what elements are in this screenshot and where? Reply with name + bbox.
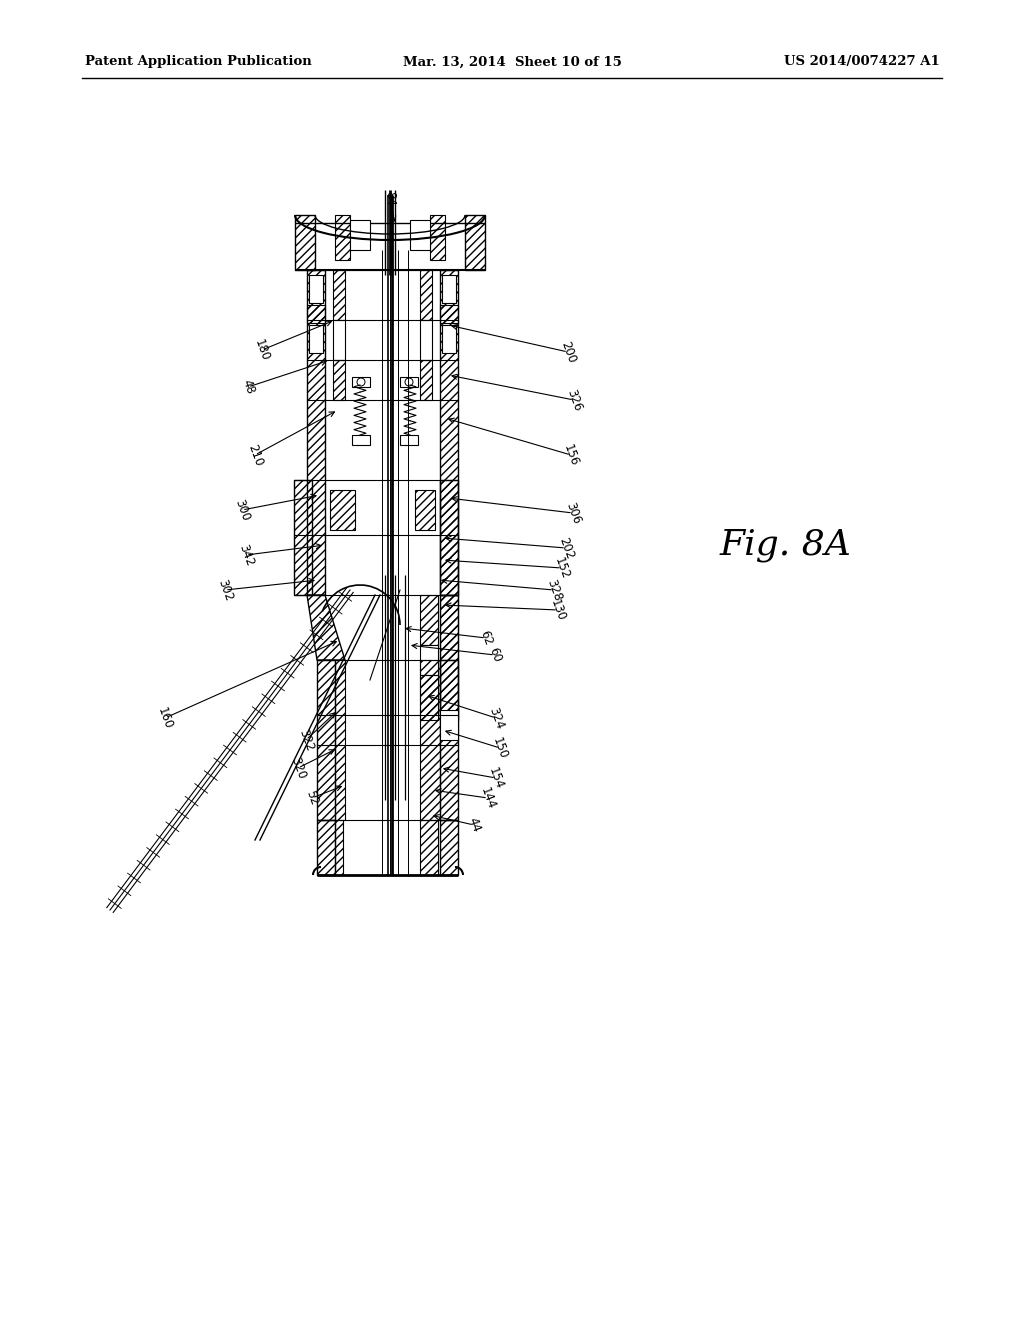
Bar (420, 675, 438, 719)
Text: 200: 200 (558, 339, 578, 364)
Bar (440, 660, 458, 820)
Bar (317, 660, 335, 820)
Bar (420, 645, 438, 675)
Text: 130: 130 (548, 598, 568, 623)
Bar (420, 820, 438, 875)
Bar (352, 436, 370, 445)
Bar (465, 215, 485, 271)
Text: 156: 156 (561, 442, 581, 467)
Text: Mar. 13, 2014  Sheet 10 of 15: Mar. 13, 2014 Sheet 10 of 15 (402, 55, 622, 69)
Bar (420, 271, 432, 319)
Text: 62: 62 (477, 628, 495, 647)
Bar (335, 820, 343, 875)
Text: 328: 328 (544, 577, 564, 603)
Bar (333, 271, 345, 319)
Bar (440, 271, 458, 595)
Text: 180: 180 (252, 338, 272, 363)
Text: 44: 44 (465, 816, 482, 834)
Bar (309, 275, 323, 304)
Text: 150: 150 (490, 735, 510, 760)
Bar (440, 710, 458, 741)
Bar (307, 305, 325, 323)
Bar (440, 480, 458, 595)
Bar (420, 595, 438, 645)
Bar (440, 595, 458, 719)
Text: 160: 160 (155, 705, 175, 731)
Text: 320: 320 (288, 755, 308, 780)
Bar (415, 490, 435, 531)
Bar (442, 275, 456, 304)
Text: 322: 322 (296, 727, 316, 752)
Bar (309, 325, 323, 352)
Bar (294, 480, 312, 595)
Bar (335, 660, 345, 820)
Text: 306: 306 (563, 500, 583, 525)
Text: 154: 154 (486, 766, 506, 791)
Text: 342: 342 (237, 543, 256, 568)
Bar (440, 820, 458, 875)
Bar (400, 378, 418, 387)
Text: 324: 324 (486, 705, 506, 731)
Text: 152: 152 (552, 556, 572, 581)
Text: 302: 302 (215, 577, 234, 603)
Text: Fig. 8A: Fig. 8A (720, 528, 852, 562)
Text: 202: 202 (556, 536, 575, 561)
Bar (307, 271, 325, 595)
Bar (400, 436, 418, 445)
Text: 52: 52 (303, 789, 321, 808)
Bar (420, 660, 440, 820)
Bar (420, 319, 432, 360)
Bar (440, 595, 458, 660)
Bar (410, 220, 430, 249)
Text: 60: 60 (486, 645, 504, 664)
Text: 210: 210 (245, 442, 265, 467)
Bar (335, 215, 350, 260)
Text: US 2014/0074227 A1: US 2014/0074227 A1 (784, 55, 940, 69)
Bar (330, 490, 355, 531)
Text: 144: 144 (478, 785, 498, 810)
Bar (350, 220, 370, 249)
Bar (352, 378, 370, 387)
Bar (333, 360, 345, 400)
Bar (295, 215, 315, 271)
Bar (430, 215, 445, 260)
Text: 84: 84 (384, 190, 396, 206)
Bar (442, 325, 456, 352)
Text: Patent Application Publication: Patent Application Publication (85, 55, 311, 69)
Text: 48: 48 (240, 378, 257, 396)
Bar (317, 820, 335, 875)
Bar (420, 360, 432, 400)
Bar (440, 305, 458, 323)
Text: 326: 326 (564, 387, 584, 413)
Bar (333, 319, 345, 360)
Text: 300: 300 (232, 498, 252, 523)
